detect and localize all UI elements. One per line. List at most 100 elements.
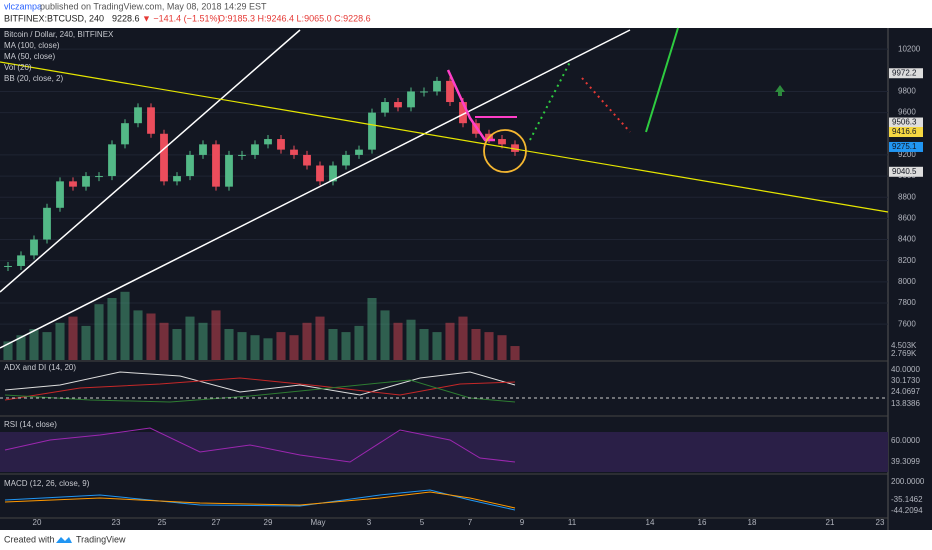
candle xyxy=(69,181,77,187)
price-tag: 9040.5 xyxy=(892,167,917,176)
candle xyxy=(329,165,337,182)
header-bg xyxy=(0,0,932,28)
price-tag: 9506.3 xyxy=(892,118,917,127)
volume-bar xyxy=(159,322,169,360)
y-tick-label: 7800 xyxy=(898,298,916,307)
candle xyxy=(303,154,311,166)
volume-bar xyxy=(133,310,143,360)
legend: BB (20, close, 2) xyxy=(4,74,63,83)
x-tick-label: May xyxy=(310,518,325,527)
volume-bar xyxy=(510,346,520,360)
volume-bar xyxy=(224,329,234,360)
volume-bar xyxy=(237,332,247,360)
signal-line xyxy=(4,491,516,509)
panel-label: 39.3099 xyxy=(891,457,920,466)
volume-bar xyxy=(250,335,260,360)
x-tick-label: 23 xyxy=(876,518,885,527)
panel-label: 60.0000 xyxy=(891,436,920,445)
candle xyxy=(95,176,103,178)
volume-bar xyxy=(16,335,26,360)
x-tick-label: 16 xyxy=(698,518,707,527)
panel-title: ADX and DI (14, 20) xyxy=(4,363,76,372)
y-tick-label: 10200 xyxy=(898,44,921,53)
y-tick-label: 9200 xyxy=(898,150,916,159)
published: published on TradingView.com, May 08, 20… xyxy=(40,1,267,11)
candle xyxy=(186,154,194,177)
candle xyxy=(277,139,285,150)
y-tick-label: 8800 xyxy=(898,192,916,201)
symbol: BITFINEX:BTCUSD, 240 xyxy=(4,13,104,23)
volume-bar xyxy=(172,329,182,360)
x-tick-label: 25 xyxy=(158,518,167,527)
di-line xyxy=(4,377,516,401)
volume-bar xyxy=(29,329,39,360)
x-tick-label: 9 xyxy=(520,518,525,527)
panel-title: MACD (12, 26, close, 9) xyxy=(4,479,90,488)
footer-bg xyxy=(0,530,932,550)
volume-bar xyxy=(276,332,286,360)
channel-line xyxy=(0,29,631,349)
candle xyxy=(173,176,181,182)
candle xyxy=(446,80,454,103)
panel-label: -35.1462 xyxy=(891,495,923,504)
candle xyxy=(238,154,246,156)
pink-drawing xyxy=(446,69,495,142)
candle xyxy=(459,102,467,124)
candle xyxy=(160,133,168,182)
volume-bar xyxy=(146,313,156,360)
x-tick-label: 29 xyxy=(264,518,273,527)
volume-bar xyxy=(68,316,78,360)
arrow-up xyxy=(775,85,785,96)
price-tag: 9416.6 xyxy=(892,127,917,136)
price-tag-bg xyxy=(889,127,923,138)
volume-bar xyxy=(497,335,507,360)
candle xyxy=(251,144,259,155)
volume-bar xyxy=(185,316,195,360)
y-tick-label: 9800 xyxy=(898,87,916,96)
volume-bar xyxy=(419,329,429,360)
y-tick-label: 8200 xyxy=(898,256,916,265)
x-tick-label: 3 xyxy=(367,518,372,527)
candle xyxy=(43,207,51,240)
candle xyxy=(407,91,415,108)
volume-bar xyxy=(354,325,364,360)
candle xyxy=(225,154,233,187)
volume-bar xyxy=(198,322,208,360)
candle xyxy=(147,107,155,134)
projection xyxy=(645,27,679,133)
rsi-band xyxy=(0,432,888,472)
projection xyxy=(529,61,571,141)
candle xyxy=(56,181,64,208)
panel-title: RSI (14, close) xyxy=(4,420,57,429)
x-tick-label: 20 xyxy=(33,518,42,527)
change: ▼ −141.4 (−1.51%) xyxy=(142,13,220,23)
candle xyxy=(316,165,324,182)
x-tick-label: 27 xyxy=(212,518,221,527)
x-tick-label: 7 xyxy=(468,518,473,527)
price-tag: 9275.1 xyxy=(892,142,917,151)
x-tick-label: 23 xyxy=(112,518,121,527)
price-tag-bg xyxy=(889,68,923,79)
ohlc: O:9185.3 H:9246.4 L:9065.0 C:9228.6 xyxy=(218,13,371,23)
y-tick-label: 9600 xyxy=(898,108,916,117)
price-tag-bg xyxy=(889,117,923,128)
author: vlczampa xyxy=(4,1,42,11)
x-tick-label: 5 xyxy=(420,518,425,527)
candle xyxy=(381,102,389,113)
panel-label: 30.1730 xyxy=(891,376,920,385)
price-tag-bg xyxy=(889,166,923,177)
candle xyxy=(82,176,90,187)
volume-bar xyxy=(328,329,338,360)
candle xyxy=(368,112,376,150)
candle xyxy=(511,144,519,152)
adx-line xyxy=(4,371,516,396)
candle xyxy=(394,102,402,108)
highlight-circle xyxy=(483,129,527,173)
candle xyxy=(212,144,220,187)
panel-label: 24.0697 xyxy=(891,387,920,396)
candle xyxy=(355,149,363,155)
channel-line xyxy=(0,29,301,293)
volume-bar xyxy=(107,298,117,360)
volume-bar xyxy=(81,325,91,360)
volume-bar xyxy=(42,332,52,360)
